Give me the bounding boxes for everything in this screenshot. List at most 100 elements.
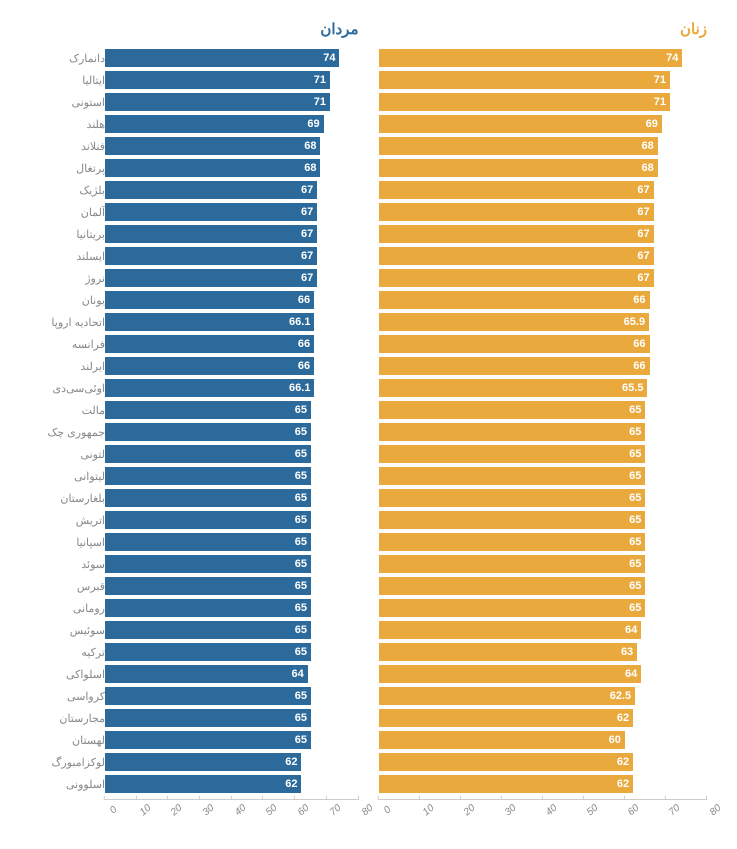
bar-value: 65: [629, 404, 641, 416]
bar: 67: [105, 225, 317, 243]
bar: 64: [379, 665, 642, 683]
bar: 68: [105, 159, 320, 177]
bar-value: 68: [641, 162, 653, 174]
bar: 71: [379, 71, 671, 89]
bar-row: فرانسه66: [30, 334, 359, 354]
bar-value: 65: [295, 470, 307, 482]
bar-value: 71: [314, 96, 326, 108]
bar-value: 62.5: [610, 690, 631, 702]
bar-track: 62: [105, 775, 359, 793]
bar-row: اتحادیه اروپا66.1: [30, 312, 359, 332]
bar-track: 71: [105, 71, 359, 89]
bar: 67: [105, 203, 317, 221]
bar-value: 65: [629, 492, 641, 504]
bar-row: بریتانیا67: [30, 224, 359, 244]
bar-row: 62: [379, 752, 708, 772]
bar-value: 65: [629, 448, 641, 460]
x-axis: 01020304050607080: [379, 799, 708, 829]
bar-track: 67: [105, 247, 359, 265]
bar-value: 67: [301, 228, 313, 240]
bar: 62: [379, 753, 634, 771]
bar: 68: [379, 159, 658, 177]
row-label: اسلواکی: [30, 668, 105, 681]
bar-row: لتونی65: [30, 444, 359, 464]
bar-value: 65: [295, 536, 307, 548]
bar-track: 66: [379, 357, 708, 375]
bar: 71: [379, 93, 671, 111]
bars-area: 74717169686867676767676665.9666665.56565…: [379, 48, 708, 794]
row-label: ایرلند: [30, 360, 105, 373]
bar-value: 65: [295, 734, 307, 746]
bar-row: 65: [379, 488, 708, 508]
bar-track: 65: [379, 577, 708, 595]
bar-track: 62.5: [379, 687, 708, 705]
bar-value: 67: [301, 272, 313, 284]
bar-value: 65: [295, 690, 307, 702]
bar-track: 66: [379, 291, 708, 309]
bar: 65: [105, 511, 311, 529]
bar-value: 65: [629, 470, 641, 482]
bar-track: 67: [105, 225, 359, 243]
bar: 62: [379, 709, 634, 727]
bar-track: 69: [105, 115, 359, 133]
bar-value: 62: [285, 778, 297, 790]
bar-value: 67: [637, 272, 649, 284]
bar-track: 65: [379, 599, 708, 617]
bar: 67: [379, 269, 654, 287]
bar-row: استونی71: [30, 92, 359, 112]
bar-track: 68: [379, 137, 708, 155]
row-label: اسپانیا: [30, 536, 105, 549]
bar-row: 65: [379, 466, 708, 486]
axis-tick: 30: [497, 796, 518, 818]
bar: 67: [379, 247, 654, 265]
bar-row: اسپانیا 65: [30, 532, 359, 552]
bar: 71: [105, 93, 330, 111]
bar-row: 71: [379, 70, 708, 90]
bar: 67: [105, 269, 317, 287]
bar-track: 65: [105, 489, 359, 507]
bar-value: 65: [295, 558, 307, 570]
bar-value: 67: [637, 184, 649, 196]
bar-row: 65.9: [379, 312, 708, 332]
axis-tick: 50: [580, 796, 601, 818]
bar: 66.1: [105, 379, 314, 397]
row-label: فرانسه: [30, 338, 105, 351]
bar-track: 65: [105, 577, 359, 595]
bar-value: 65: [629, 514, 641, 526]
bar-row: 65: [379, 422, 708, 442]
row-label: نروژ: [30, 272, 105, 285]
bar-row: 65: [379, 598, 708, 618]
bar-row: سوئد65: [30, 554, 359, 574]
axis-tick: 60: [291, 796, 312, 818]
bar-track: 65: [105, 467, 359, 485]
bar: 74: [379, 49, 683, 67]
bar-track: 64: [379, 665, 708, 683]
bar-value: 64: [625, 668, 637, 680]
row-label: بلژیک: [30, 184, 105, 197]
bar-track: 62: [105, 753, 359, 771]
bar-row: 68: [379, 158, 708, 178]
bar: 66: [105, 291, 314, 309]
bars-area: دانمارک74ایتالیا71استونی71هلند69فنلاند68…: [30, 48, 359, 794]
bar-value: 67: [301, 206, 313, 218]
bar-track: 66.1: [105, 313, 359, 331]
bar-row: بلژیک67: [30, 180, 359, 200]
axis-tick: 70: [323, 796, 344, 818]
bar-value: 64: [292, 668, 304, 680]
row-label: پرتغال: [30, 162, 105, 175]
bar: 65: [379, 445, 646, 463]
bar-track: 65: [379, 401, 708, 419]
bar: 65: [379, 599, 646, 617]
bar-row: بلغارستان65: [30, 488, 359, 508]
bar-value: 62: [617, 756, 629, 768]
row-label: هلند: [30, 118, 105, 131]
chart-panel-men: مرداندانمارک74ایتالیا71استونی71هلند69فنل…: [30, 20, 359, 829]
bar-track: 65: [105, 555, 359, 573]
bar: 66.1: [105, 313, 314, 331]
row-label: ایسلند: [30, 250, 105, 263]
bar: 65: [105, 555, 311, 573]
bar-value: 65: [295, 514, 307, 526]
bar-track: 65: [105, 599, 359, 617]
bar-track: 63: [379, 643, 708, 661]
bar-row: هلند69: [30, 114, 359, 134]
